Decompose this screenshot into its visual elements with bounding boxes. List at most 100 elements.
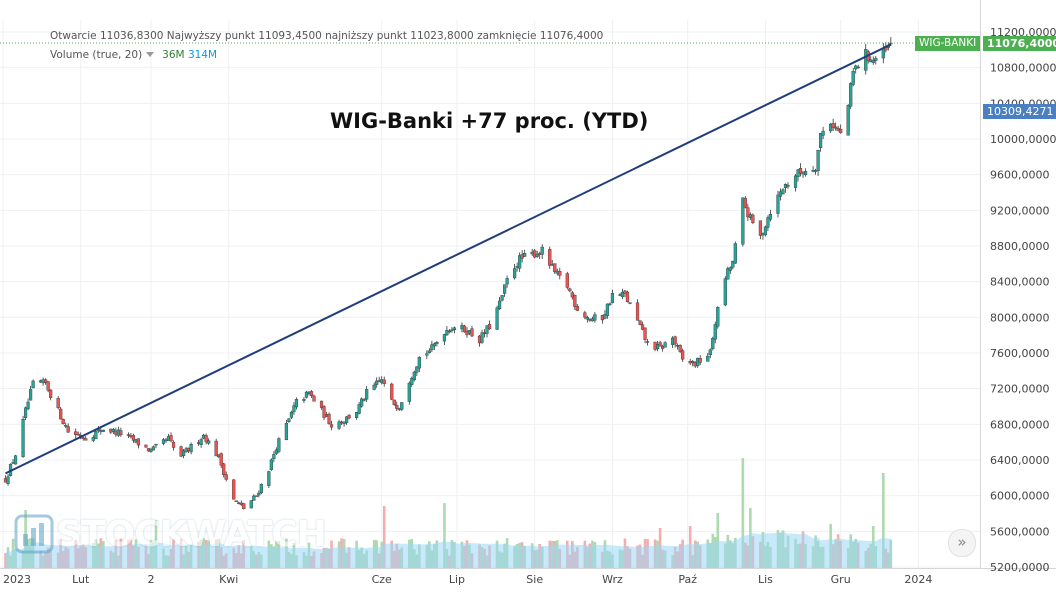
volume-bar	[716, 513, 720, 568]
candle-body	[558, 271, 562, 276]
candle-body	[84, 438, 88, 441]
candle-body	[430, 344, 434, 351]
candle	[535, 250, 539, 258]
candle-body	[151, 446, 156, 451]
candle	[6, 474, 10, 486]
candle-body	[254, 495, 258, 497]
candle-body	[302, 398, 306, 401]
candle	[678, 344, 682, 353]
candle	[435, 340, 439, 347]
candle-body	[470, 328, 474, 337]
chevron-down-icon[interactable]	[146, 52, 155, 57]
trend-line[interactable]	[5, 43, 892, 475]
candle-body	[407, 382, 411, 402]
candle	[713, 321, 717, 344]
candle	[803, 168, 808, 177]
candle-body	[249, 500, 253, 509]
candle-body	[553, 263, 557, 273]
candle-body	[678, 344, 682, 352]
candle	[425, 350, 429, 360]
volume-row[interactable]: Volume (true, 20) 36M 314M	[50, 49, 603, 68]
candle	[222, 462, 226, 478]
candle	[593, 312, 597, 323]
candle	[214, 438, 218, 457]
candle-body	[309, 391, 314, 396]
candle-body	[28, 389, 33, 401]
candle	[620, 288, 625, 300]
candle-body	[417, 356, 421, 369]
candle	[798, 163, 803, 177]
candle	[360, 397, 364, 408]
candle-body	[535, 253, 539, 257]
candle	[204, 433, 208, 445]
candle	[400, 402, 404, 412]
candle-body	[821, 130, 825, 136]
candle-body	[706, 355, 710, 362]
candle-body	[111, 429, 115, 432]
candle	[728, 266, 732, 274]
scroll-to-realtime-button[interactable]: »	[948, 529, 976, 557]
candle	[74, 428, 78, 439]
candle-body	[781, 189, 785, 195]
double-chevron-right-icon: »	[957, 533, 967, 551]
candle	[470, 325, 474, 337]
candle-body	[312, 395, 316, 402]
candle-body	[242, 503, 246, 509]
time-tick-label: Paź	[678, 573, 697, 586]
candle-body	[347, 414, 351, 419]
candle	[254, 495, 258, 497]
time-axis-labels[interactable]: 2023 Lut 2 Kwi Cze Lip Sie Wrz Paź Lis Gru 2024	[3, 573, 932, 586]
candle	[357, 401, 361, 415]
candle	[64, 422, 68, 428]
candle-body	[851, 70, 855, 85]
candle-body	[31, 380, 35, 389]
candle	[691, 359, 695, 367]
time-tick-label: 2	[147, 573, 154, 586]
volume-label[interactable]: Volume (true, 20)	[50, 49, 143, 61]
candle-body	[540, 246, 544, 255]
candle-body	[257, 492, 261, 496]
candle	[292, 402, 296, 415]
time-tick-label: Lis	[758, 573, 773, 586]
candle-body	[292, 405, 296, 413]
price-axis-labels[interactable]: 11200,000010800,000010400,000010000,0000…	[990, 26, 1056, 574]
price-tick-label: 8400,0000	[990, 276, 1050, 289]
candle-body	[846, 105, 850, 136]
candle	[645, 339, 650, 346]
candle-body	[415, 366, 419, 373]
candle	[726, 266, 730, 280]
candle-body	[294, 399, 299, 408]
candle	[410, 376, 414, 388]
candle-body	[61, 419, 65, 424]
candle-body	[751, 214, 755, 223]
candle	[342, 421, 346, 427]
candle	[839, 124, 843, 134]
candle	[267, 470, 271, 489]
candle	[816, 149, 820, 176]
candle-body	[21, 419, 25, 458]
candle-body	[207, 440, 211, 444]
candle	[450, 327, 454, 333]
candle	[776, 190, 780, 218]
candle	[585, 315, 589, 323]
candle	[643, 327, 647, 344]
candle	[390, 382, 394, 401]
candle-body	[462, 325, 467, 333]
candle-body	[798, 168, 803, 174]
candle-body	[322, 406, 326, 418]
candle	[304, 390, 309, 399]
candle-body	[214, 440, 218, 457]
candle	[252, 494, 256, 501]
candle-body	[360, 398, 364, 407]
candle-body	[46, 381, 50, 391]
candle	[503, 284, 507, 297]
candle	[533, 248, 537, 259]
watermark-logo: STOCKWATCH	[14, 512, 327, 558]
line-price-badge: 10309,4271	[983, 103, 1056, 119]
candle-body	[889, 42, 893, 45]
candle-body	[786, 184, 790, 187]
candle	[558, 267, 562, 280]
candle-body	[743, 198, 747, 208]
candle-body	[154, 443, 158, 446]
